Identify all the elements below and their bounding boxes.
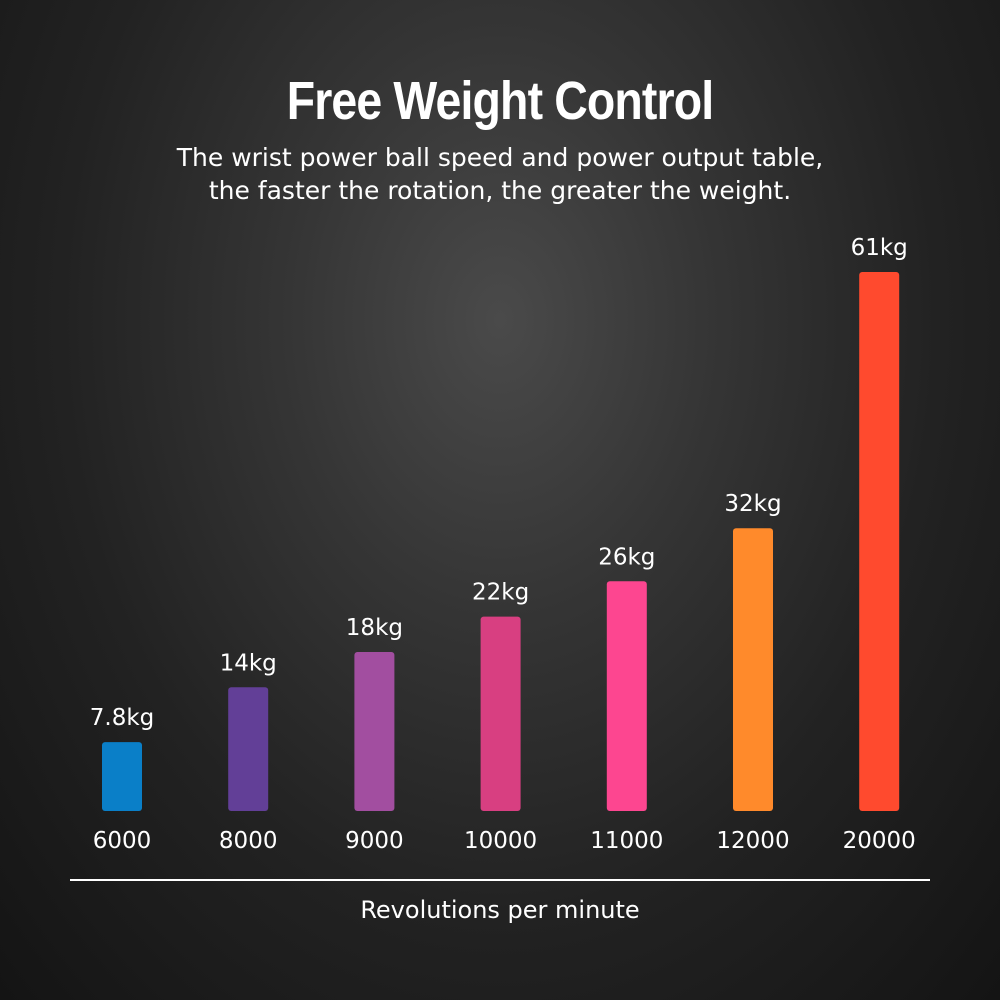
x-tick-label-6000: 6000	[93, 828, 152, 854]
bar-8000	[228, 687, 269, 811]
bar-10000	[480, 616, 521, 811]
bar-6000	[102, 742, 142, 811]
x-tick-label-9000: 9000	[345, 828, 404, 854]
x-tick-label-11000: 11000	[590, 828, 663, 854]
value-label-9000: 18kg	[346, 615, 403, 641]
bar-11000	[606, 581, 647, 811]
value-label-6000: 7.8kg	[90, 705, 155, 731]
x-tick-label-8000: 8000	[219, 828, 278, 854]
value-label-20000: 61kg	[851, 235, 908, 261]
chart-subtitle: The wrist power ball speed and power out…	[0, 141, 1000, 207]
bar-9000	[354, 652, 395, 811]
value-label-10000: 22kg	[472, 580, 529, 606]
x-tick-label-20000: 20000	[843, 828, 916, 854]
bar-12000	[733, 528, 773, 811]
x-axis-title: Revolutions per minute	[360, 896, 640, 924]
x-tick-label-12000: 12000	[716, 828, 789, 854]
subtitle-line-2: the faster the rotation, the greater the…	[208, 176, 792, 205]
chart-title: Free Weight Control	[286, 71, 714, 131]
subtitle-line-1: The wrist power ball speed and power out…	[176, 143, 824, 172]
bar-20000	[859, 272, 900, 811]
value-label-8000: 14kg	[220, 650, 277, 676]
value-label-12000: 32kg	[724, 491, 781, 517]
x-tick-label-10000: 10000	[464, 828, 537, 854]
value-label-11000: 26kg	[598, 544, 655, 570]
